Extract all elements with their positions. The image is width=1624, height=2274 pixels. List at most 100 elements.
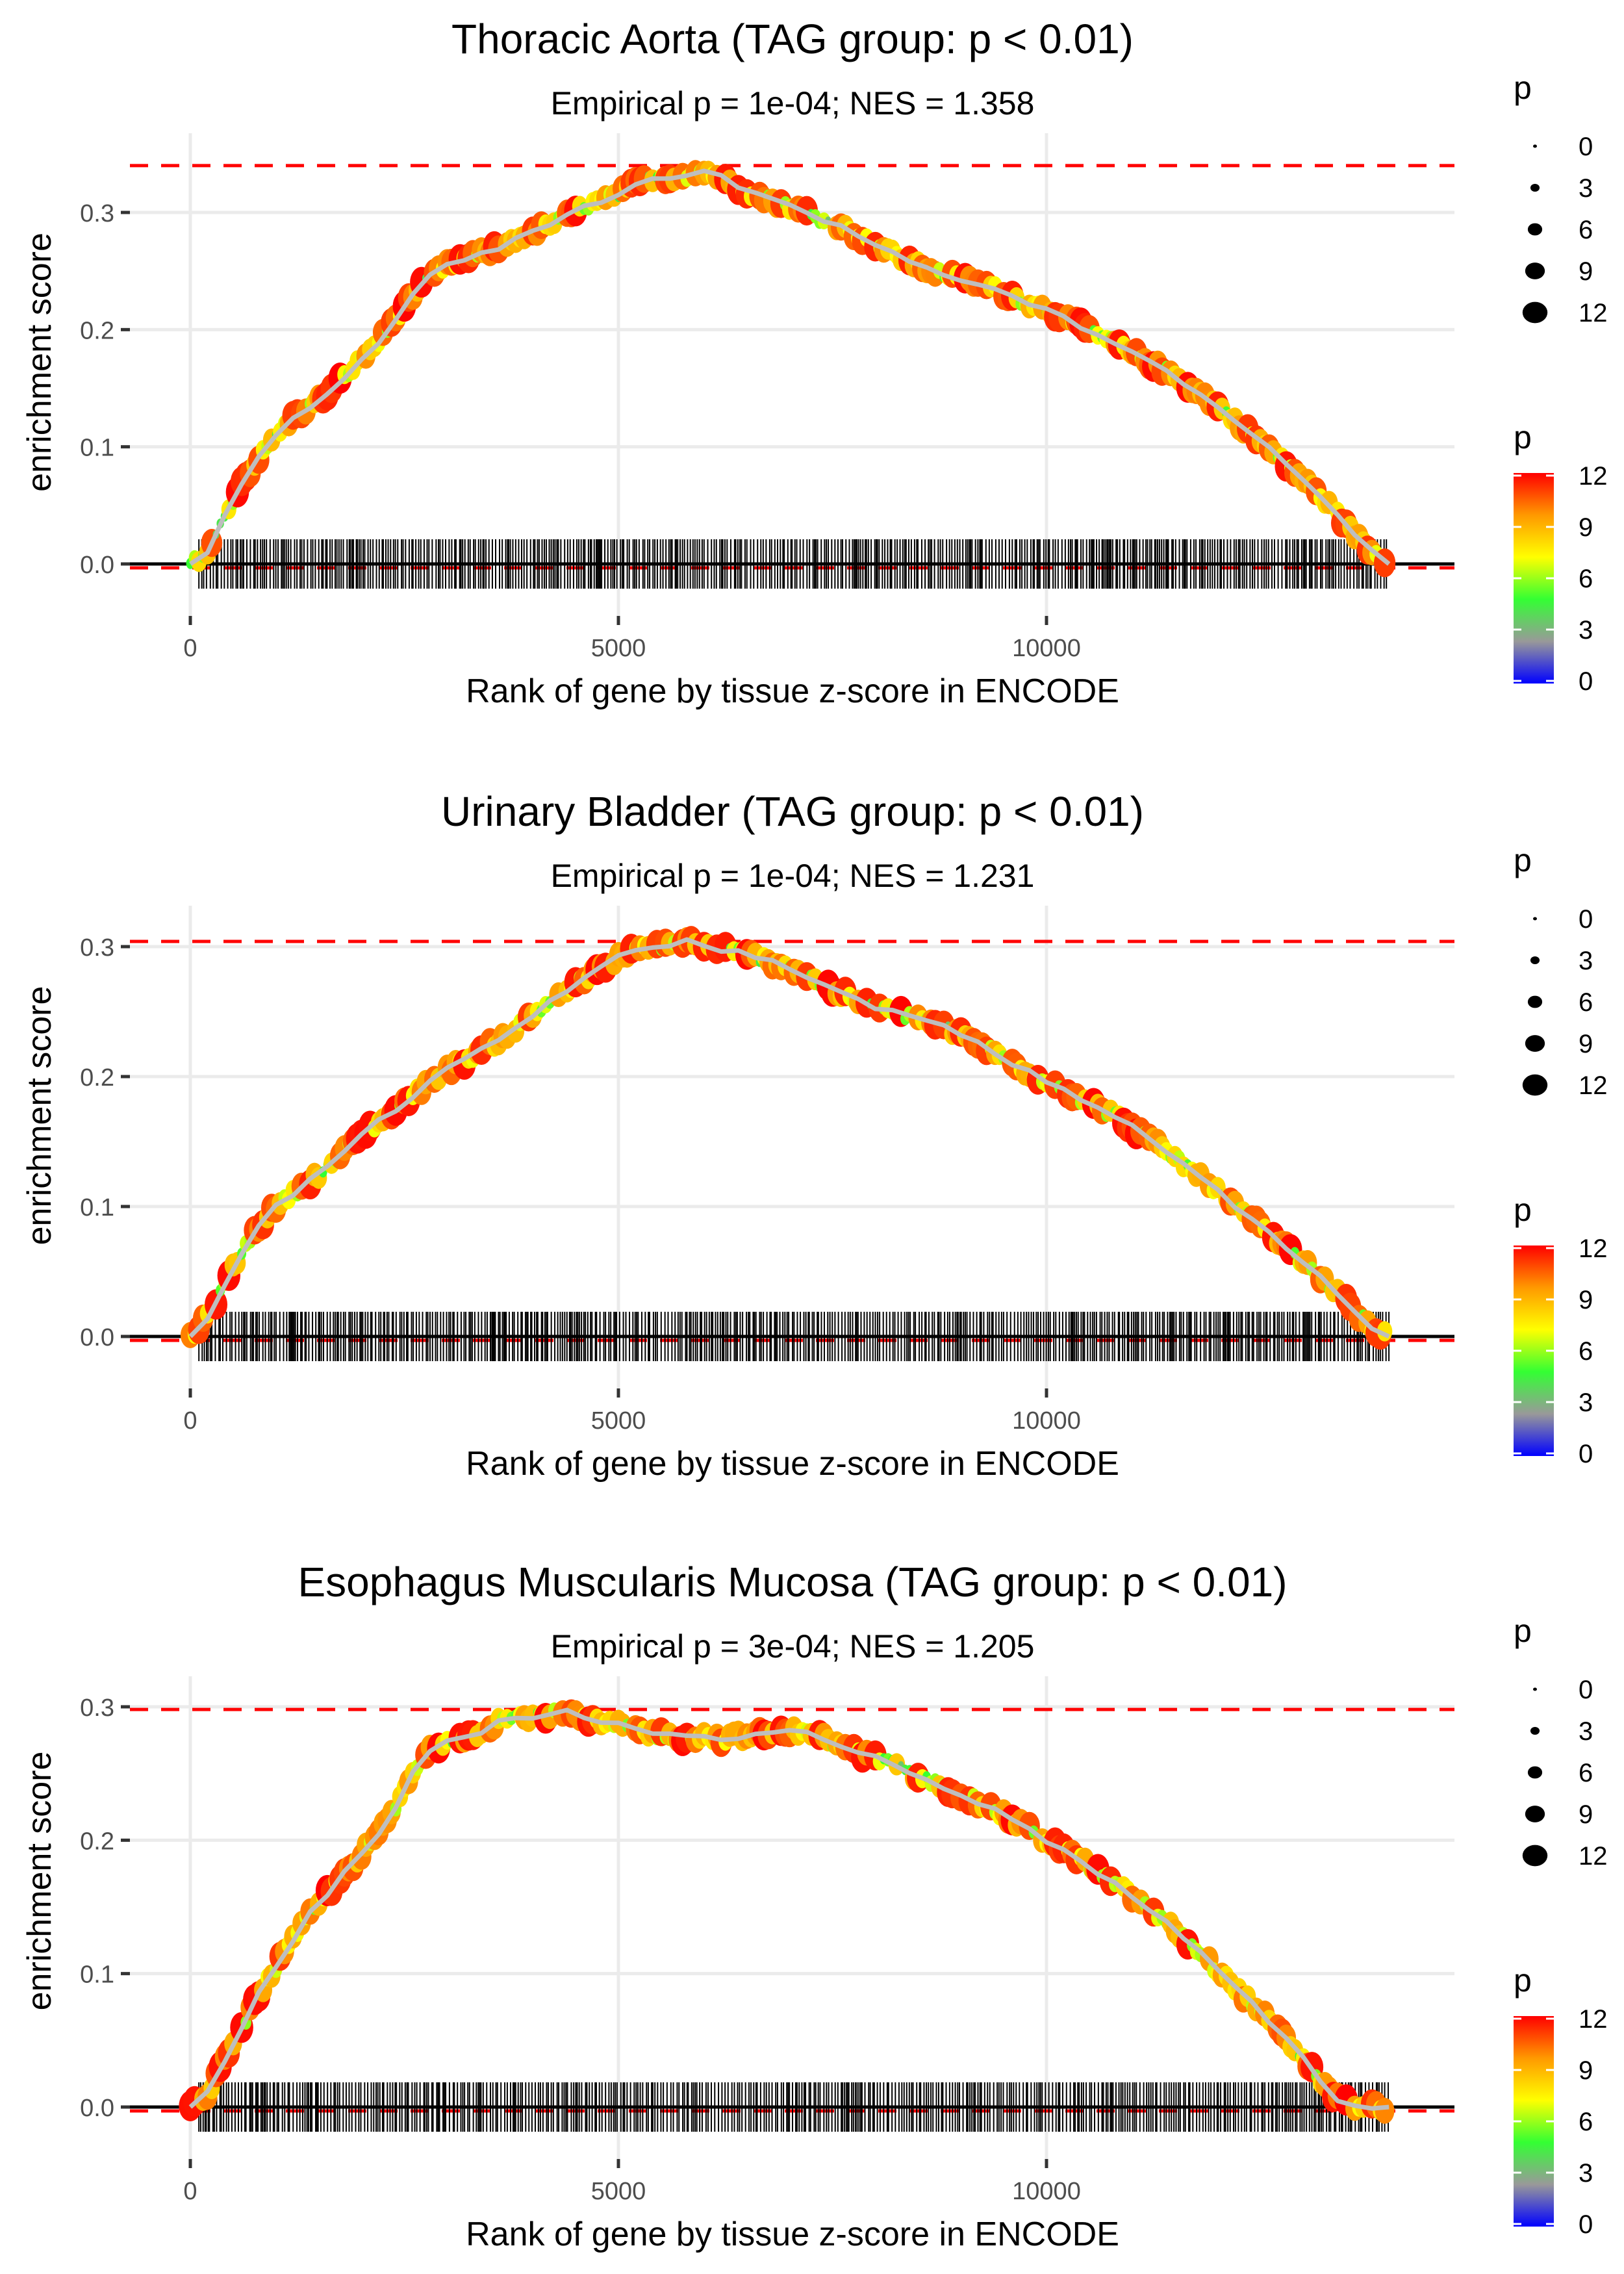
colorbar-label: 9 [1579,2056,1593,2085]
x-tick-label: 0 [183,635,197,662]
colorbar-label: 3 [1579,2159,1593,2188]
x-tick-label: 0 [183,1407,197,1435]
chart-subtitle: Empirical p = 3e-04; NES = 1.205 [551,1628,1035,1665]
size-legend-label: 12 [1579,1842,1608,1871]
x-tick-label: 10000 [1012,1407,1081,1435]
colorbar-label: 0 [1579,1440,1593,1468]
colorbar-label: 9 [1579,1286,1593,1314]
size-legend-title: p [1514,1613,1532,1649]
colorbar-label: 6 [1579,1337,1593,1366]
y-tick-label: 0.1 [80,1961,114,1989]
size-legend-dot [1527,1766,1543,1779]
size-legend-label: 6 [1579,988,1593,1017]
size-legend-dot [1530,956,1540,964]
colorbar-label: 9 [1579,513,1593,542]
x-tick-label: 5000 [591,1407,646,1435]
size-legend-label: 12 [1579,299,1608,327]
size-legend-dot [1525,1035,1545,1052]
colorbar-label: 0 [1579,667,1593,696]
size-legend-dot [1533,917,1537,921]
size-legend-title: p [1514,842,1532,878]
color-legend-title: p [1514,1192,1532,1228]
colorbar-label: 3 [1579,616,1593,645]
panel-3: Esophagus Muscularis Mucosa (TAG group: … [21,1559,1608,2253]
es-points [186,160,1396,578]
y-tick-label: 0.1 [80,435,114,462]
size-legend-dot [1525,262,1545,279]
running-es-line [188,937,1390,1339]
size-legend-label: 0 [1579,1676,1593,1704]
size-legend-dot [1533,1687,1537,1691]
size-legend-label: 9 [1579,1800,1593,1829]
size-legend-label: 0 [1579,133,1593,161]
color-legend-title: p [1514,1962,1532,1999]
size-legend-dot [1522,301,1548,324]
y-tick-label: 0.0 [80,552,114,579]
size-legend: p 0 3 6 9 12 [1514,1613,1608,1871]
panel-2: Urinary Bladder (TAG group: p < 0.01) Emp… [21,788,1608,1483]
chart-title: Esophagus Muscularis Mucosa (TAG group: … [298,1559,1287,1605]
size-legend-dot [1527,995,1543,1008]
size-legend-label: 6 [1579,1759,1593,1787]
y-tick-label: 0.1 [80,1194,114,1221]
x-tick-label: 5000 [591,635,646,662]
x-tick-label: 0 [183,2178,197,2205]
size-legend-label: 6 [1579,216,1593,244]
y-axis-title: enrichment score [21,986,58,1246]
y-tick-label: 0.3 [80,200,114,227]
colorbar-label: 3 [1579,1388,1593,1417]
y-tick-label: 0.3 [80,934,114,962]
colorbar-label: 6 [1579,565,1593,593]
color-legend: p 12 9 6 3 0 [1514,1962,1608,2239]
x-axis-title: Rank of gene by tissue z-score in ENCODE [466,1445,1119,1483]
color-legend: p 12 9 6 3 0 [1514,1192,1608,1468]
size-legend: p 0 3 6 9 12 [1514,70,1608,327]
colorbar-label: 12 [1579,1234,1608,1263]
x-axis-title: Rank of gene by tissue z-score in ENCODE [466,672,1119,710]
size-legend-label: 0 [1579,905,1593,934]
colorbar-label: 0 [1579,2210,1593,2239]
size-legend-label: 9 [1579,1030,1593,1058]
size-legend-label: 3 [1579,1717,1593,1746]
y-tick-label: 0.2 [80,317,114,344]
chart-title: Thoracic Aorta (TAG group: p < 0.01) [451,16,1134,62]
running-es-line [189,168,1391,566]
size-legend-dot [1522,1074,1548,1096]
size-legend-dot [1530,1727,1540,1735]
colorbar-label: 12 [1579,462,1608,491]
x-tick-label: 5000 [591,2178,646,2205]
es-point [1375,2097,1395,2124]
y-tick-label: 0.0 [80,2095,114,2122]
panel-1: Thoracic Aorta (TAG group: p < 0.01) Empi… [21,16,1608,710]
x-tick-label: 10000 [1012,2178,1081,2205]
size-legend-dot [1525,1806,1545,1822]
y-tick-label: 0.2 [80,1064,114,1092]
chart-subtitle: Empirical p = 1e-04; NES = 1.231 [551,858,1035,894]
size-legend-dot [1522,1845,1548,1867]
size-legend-label: 3 [1579,947,1593,975]
y-tick-label: 0.3 [80,1694,114,1722]
size-legend: p 0 3 6 9 12 [1514,842,1608,1100]
y-axis-title: enrichment score [21,233,58,492]
size-legend-dot [1527,223,1543,236]
size-legend-title: p [1514,70,1532,106]
es-points [180,926,1393,1350]
size-legend-dot [1530,184,1540,192]
color-legend-title: p [1514,419,1532,455]
es-points [179,1699,1395,2124]
chart-title: Urinary Bladder (TAG group: p < 0.01) [441,788,1144,835]
y-tick-label: 0.0 [80,1324,114,1351]
y-tick-label: 0.2 [80,1828,114,1855]
chart-subtitle: Empirical p = 1e-04; NES = 1.358 [551,85,1035,121]
colorbar-label: 12 [1579,2005,1608,2034]
y-axis-title: enrichment score [21,1752,58,2011]
size-legend-label: 9 [1579,257,1593,286]
x-axis-title: Rank of gene by tissue z-score in ENCODE [466,2216,1119,2253]
x-tick-label: 10000 [1012,635,1081,662]
colorbar-label: 6 [1579,2108,1593,2136]
size-legend-label: 3 [1579,174,1593,203]
size-legend-label: 12 [1579,1071,1608,1100]
size-legend-dot [1533,144,1537,148]
color-legend: p 12 9 6 3 0 [1514,419,1608,696]
